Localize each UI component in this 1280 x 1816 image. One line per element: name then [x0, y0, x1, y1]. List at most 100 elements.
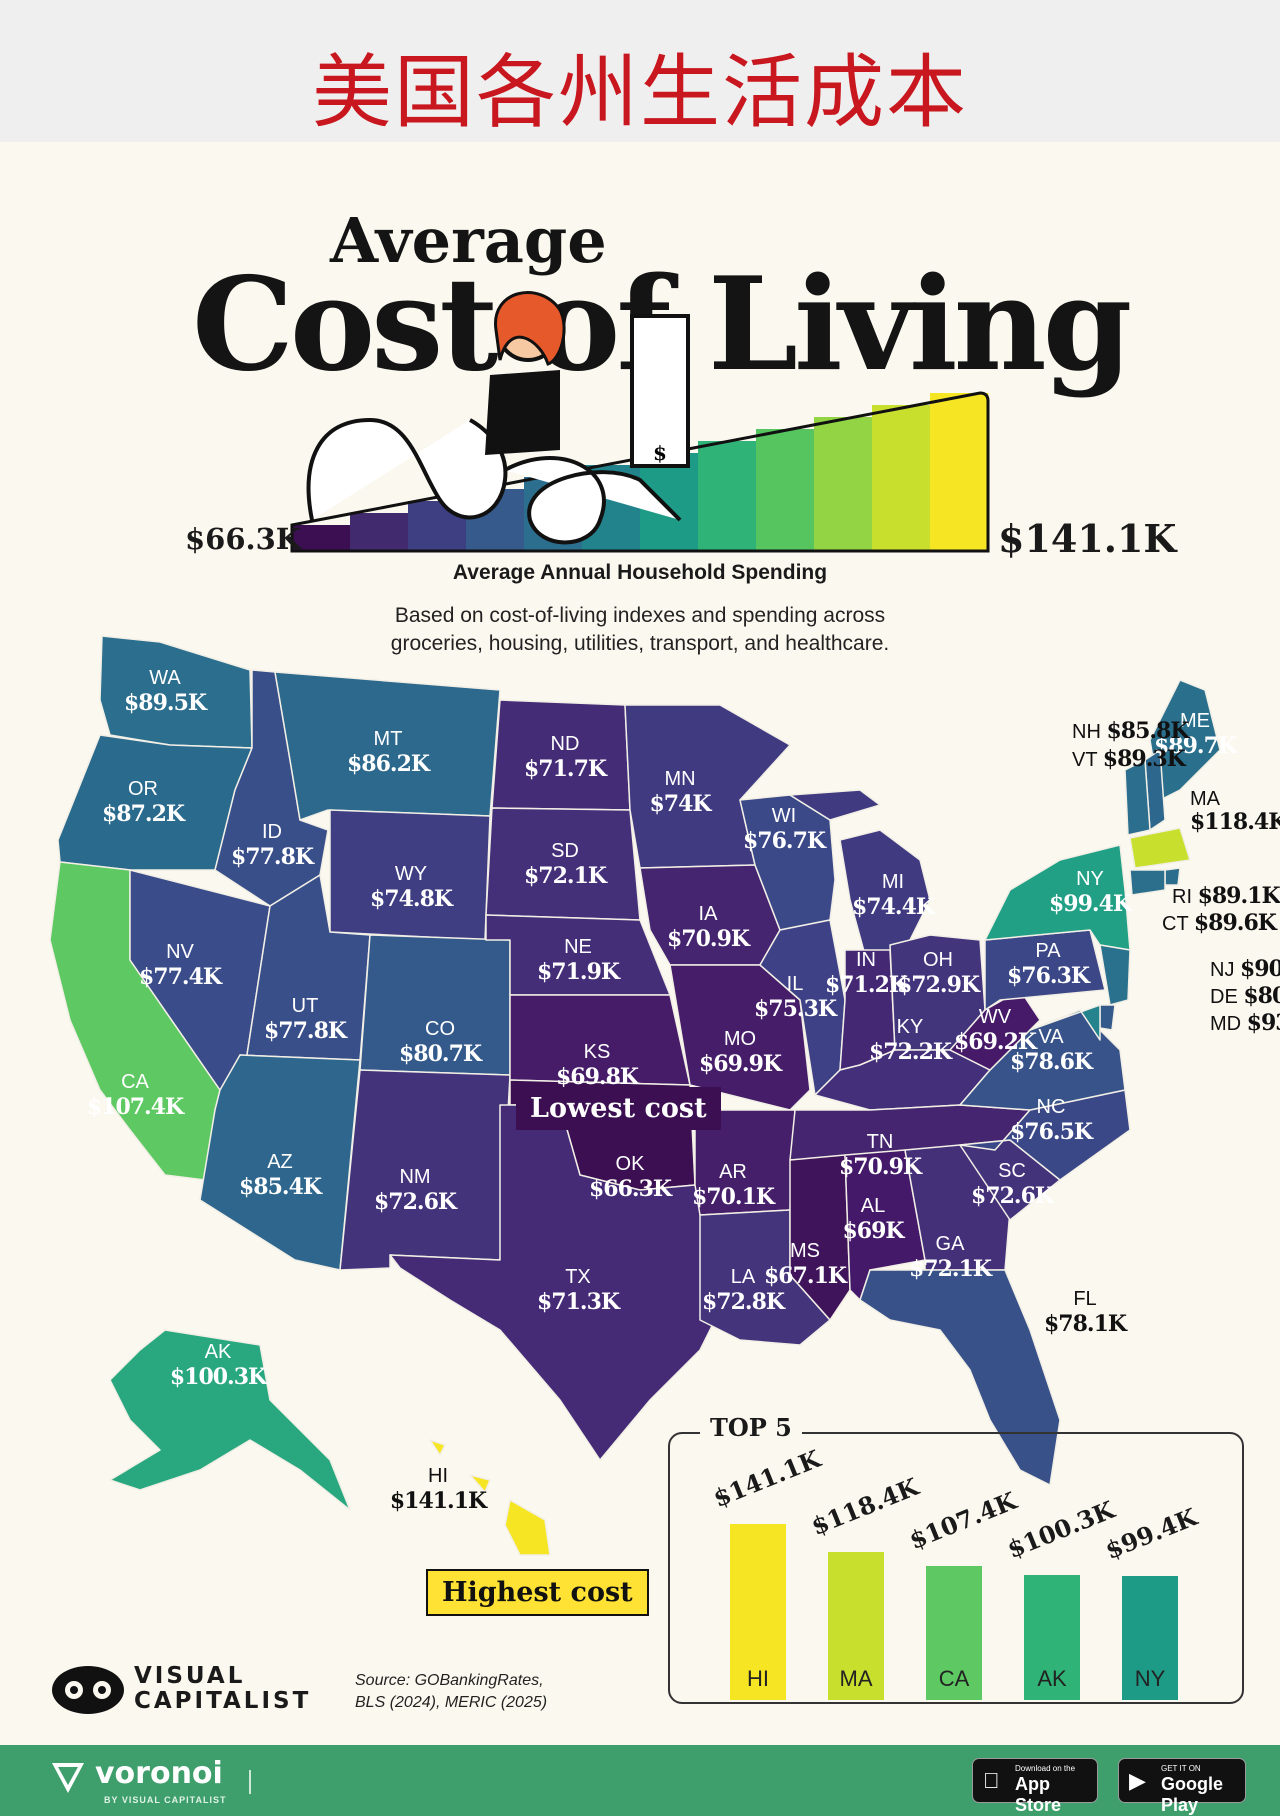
state-value-va: $78.6K [1010, 1049, 1094, 1075]
state-value-tn: $70.9K [839, 1154, 923, 1180]
state-value-mn: $74K [649, 791, 712, 817]
state-abbr-sd: SD [551, 840, 579, 862]
state-value-il: $75.3K [754, 996, 838, 1022]
state-value-sd: $72.1K [524, 863, 608, 889]
state-abbr-in: IN [856, 949, 876, 971]
state-value-nc: $76.5K [1010, 1119, 1094, 1145]
source-line-1: Source: GOBankingRates, [355, 1672, 544, 1689]
legend-step [814, 417, 873, 551]
google-play-button[interactable]: ▶ GET IT ON Google Play [1118, 1758, 1246, 1815]
state-value-mt: $86.2K [347, 751, 431, 777]
scale-caption: Average Annual Household Spending [452, 561, 828, 584]
state-value-ca: $107.4K [87, 1094, 185, 1120]
state-value-ak: $100.3K [170, 1364, 268, 1390]
state-de [1099, 1004, 1116, 1031]
header-illustration: $ [290, 291, 990, 553]
state-value-wy: $74.8K [370, 886, 454, 912]
source-line-2: BLS (2024), MERIC (2025) [355, 1694, 548, 1711]
state-abbr-mi: MI [882, 871, 904, 893]
state-abbr-tn: TN [867, 1131, 894, 1153]
top5-bar-code: AK [1037, 1665, 1067, 1691]
vc-line-1: VISUAL [134, 1663, 246, 1689]
highest-cost-callout: Highest cost [426, 1569, 649, 1616]
voronoi-wordmark[interactable]: voronoi [95, 1756, 223, 1791]
state-abbr-ar: AR [719, 1161, 747, 1183]
source-note: Source: GOBankingRates, BLS (2024), MERI… [355, 1670, 547, 1714]
figure-hair-icon [494, 291, 566, 366]
state-abbr-va: VA [1038, 1026, 1064, 1048]
app-store-name: App Store [1015, 1774, 1062, 1815]
state-ri [1164, 867, 1181, 886]
vc-line-2: CAPITALIST [134, 1688, 312, 1714]
state-abbr-ak: AK [205, 1341, 232, 1363]
subtitle-line-2: groceries, housing, utilities, transport… [390, 632, 890, 655]
state-value-or: $87.2K [102, 801, 186, 827]
chinese-title: 美国各州生活成本 [312, 46, 968, 139]
figure-torso-icon [485, 370, 560, 455]
state-abbr-nm: NM [399, 1166, 430, 1188]
state-value-sc: $72.6K [971, 1183, 1055, 1209]
app-store-button[interactable]:  Download on the App Store [972, 1758, 1098, 1815]
chinese-banner [0, 0, 1280, 142]
top5-bar-ny: NY $99.4K [1101, 1502, 1201, 1700]
top5-bar-ma: MA $118.4K [807, 1472, 923, 1700]
state-value-hi: $141.1K [390, 1488, 488, 1514]
top5-bar-fill [1024, 1574, 1080, 1700]
title-average: Average [330, 204, 607, 277]
state-value-wa: $89.5K [124, 690, 208, 716]
state-abbr-ga: GA [936, 1233, 966, 1255]
google-play-top-text: GET IT ON [1161, 1764, 1201, 1773]
top5-panel [668, 1432, 1244, 1704]
state-label-ri: RI $89.1K [1172, 883, 1280, 909]
top5-bar-hi: HI $141.1K [709, 1444, 825, 1700]
state-value-fl: $78.1K [1044, 1311, 1128, 1337]
state-tx [389, 1104, 731, 1461]
state-value-ok: $66.3K [589, 1176, 673, 1202]
state-abbr-oh: OH [923, 949, 953, 971]
state-abbr-pa: PA [1035, 940, 1061, 962]
visual-capitalist-logo-icon [52, 1666, 124, 1714]
top5-bar-fill [730, 1524, 786, 1700]
state-vt [1124, 759, 1151, 836]
state-ma [1129, 827, 1191, 869]
subtitle-line-1: Based on cost-of-living indexes and spen… [394, 604, 886, 627]
state-abbr-wv: WV [979, 1006, 1012, 1028]
top5-bar-ca: CA $107.4K [905, 1486, 1021, 1700]
google-play-name: Google Play [1161, 1774, 1223, 1815]
state-abbr-wi: WI [772, 805, 796, 827]
receipt-icon [630, 314, 690, 468]
state-abbr-ca: CA [121, 1071, 149, 1093]
legend-step [930, 393, 989, 551]
state-abbr-ks: KS [584, 1041, 611, 1063]
state-value-ar: $70.1K [692, 1184, 776, 1210]
state-mt [274, 671, 501, 821]
state-ms [789, 1154, 851, 1321]
state-az [199, 1054, 361, 1271]
state-abbr-id: ID [262, 821, 282, 843]
dollar-sign-icon: $ [653, 441, 667, 465]
state-abbr-mo: MO [724, 1028, 756, 1050]
state-value-la: $72.8K [702, 1289, 786, 1315]
state-label-nj: NJ $90K [1210, 956, 1280, 982]
state-abbr-mt: MT [374, 728, 403, 750]
app-store-top-text: Download on the [1015, 1764, 1076, 1773]
state-value-nd: $71.7K [524, 756, 608, 782]
state-abbr-wy: WY [395, 863, 427, 885]
state-value-mo: $69.9K [699, 1051, 783, 1077]
top5-bar-fill [926, 1566, 982, 1700]
figure-legs-icon [504, 456, 682, 545]
state-ak [109, 1329, 351, 1511]
state-mi [789, 789, 931, 956]
state-value-me: $89.7K [1154, 733, 1238, 759]
top5-bar-code: MA [839, 1665, 873, 1691]
state-value-mi: $74.4K [852, 894, 936, 920]
state-value-pa: $76.3K [1007, 963, 1091, 989]
state-abbr-ny: NY [1076, 868, 1104, 890]
state-value-tx: $71.3K [537, 1289, 621, 1315]
state-value-ia: $70.9K [667, 926, 751, 952]
state-value-ga: $72.1K [909, 1256, 993, 1282]
state-abbr-ms: MS [790, 1240, 820, 1262]
state-value-co: $80.7K [399, 1041, 483, 1067]
scale-min-label: $66.3K [185, 522, 302, 556]
legend-step [698, 441, 757, 551]
